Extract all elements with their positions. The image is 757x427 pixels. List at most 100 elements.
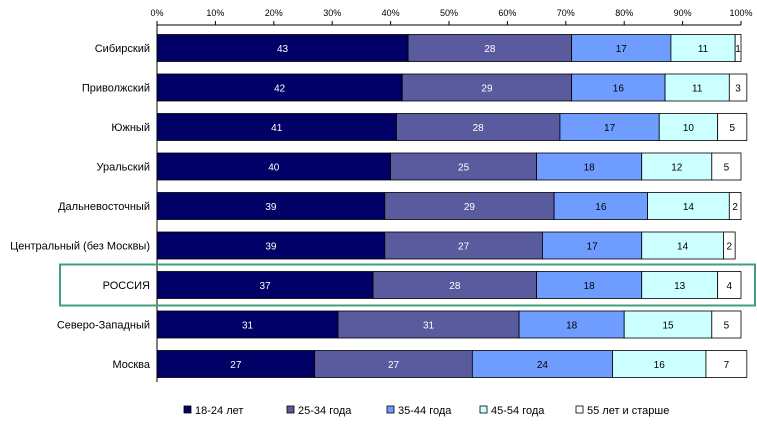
legend-label: 18-24 лет <box>195 405 243 417</box>
category-labels: Сибирский Приволжский Южный Уральский Дальне… <box>10 43 151 371</box>
bar-segment <box>705 350 748 378</box>
data-label: 10 <box>683 123 695 134</box>
bars: 4 3 28 17 11 14 2 29 16 1 1 3 41 28 17 10 5 40 2 5 18 12 5 39 29… <box>59 34 756 378</box>
bar-segment <box>156 152 392 181</box>
category-label: Уральский <box>97 162 150 174</box>
bar-segment <box>641 231 724 260</box>
bar-segment <box>314 350 473 378</box>
data-label: 14 <box>683 202 695 213</box>
x-tick-label: 90% <box>674 8 692 18</box>
category-label: Северо-Западный <box>57 320 150 332</box>
data-label: 1 <box>735 44 741 55</box>
bar-segment <box>717 271 742 299</box>
data-label: 5 <box>729 123 735 134</box>
bar-segment <box>647 192 730 220</box>
legend-swatch <box>479 405 488 414</box>
data-label: 15 <box>662 321 674 332</box>
x-tick-label: 30% <box>323 8 341 18</box>
data-label: 18 <box>566 321 578 332</box>
data-label: 17 <box>587 242 599 253</box>
data-label: 27 <box>230 360 242 371</box>
x-tick-label: 70% <box>557 8 575 18</box>
bar-segment <box>571 73 666 102</box>
category-label: Дальневосточный <box>58 201 150 213</box>
legend: 18-24 лет 25-34 года 35-44 года 45-54 года 5… <box>183 405 669 417</box>
bar-segment <box>518 310 625 339</box>
bar-segment <box>717 113 748 141</box>
data-label: 11 <box>692 84 703 95</box>
bar-segment <box>384 192 555 220</box>
legend-swatch <box>386 405 395 414</box>
bar-segment <box>471 350 613 378</box>
data-label: 40 <box>268 163 280 174</box>
bar-segment <box>612 350 707 378</box>
bar-segment <box>641 271 719 299</box>
bar-segment <box>542 231 643 260</box>
data-label: 29 <box>481 84 493 95</box>
legend-label: 35-44 года <box>398 405 452 417</box>
bar-segment <box>401 73 573 102</box>
bar-segment <box>384 231 543 260</box>
data-label: 28 <box>449 281 461 292</box>
data-label: 37 <box>259 281 271 292</box>
bar-segment <box>396 113 561 141</box>
data-label: 39 <box>265 242 277 253</box>
legend-swatch <box>286 405 295 414</box>
bar-segment <box>156 113 397 141</box>
x-tick-label: 10% <box>206 8 224 18</box>
data-label: 31 <box>242 321 254 332</box>
category-label: Центральный (без Москвы) <box>10 241 150 253</box>
data-label: 18 <box>584 163 596 174</box>
bar-segment <box>372 271 537 299</box>
data-label: 2 <box>727 242 733 253</box>
legend-label: 25-34 года <box>298 405 352 417</box>
legend-swatch <box>575 405 584 414</box>
x-tick-label: 0% <box>150 8 163 18</box>
bar-segment <box>536 152 643 181</box>
category-label: Приволжский <box>82 83 150 95</box>
legend-swatch <box>183 405 192 414</box>
data-label: 17 <box>616 44 628 55</box>
bar-segment <box>156 310 339 339</box>
data-label: 13 <box>674 281 686 292</box>
bar-segment <box>553 192 648 220</box>
data-label: 14 <box>677 242 689 253</box>
category-label: Сибирский <box>95 43 150 55</box>
data-label: 12 <box>671 163 683 174</box>
data-label: 2 <box>732 202 738 213</box>
x-tick-label: 100% <box>729 8 752 18</box>
x-tick-label: 20% <box>265 8 283 18</box>
category-label: РОССИЯ <box>103 280 150 292</box>
bar-segment <box>723 231 736 260</box>
data-label: 4 <box>727 281 733 292</box>
legend-label: 45-54 года <box>491 405 545 417</box>
data-label: 41 <box>271 123 283 134</box>
data-label: 5 <box>724 321 730 332</box>
data-label: 42 <box>274 84 286 95</box>
data-label: 7 <box>724 360 730 371</box>
category-label: Москва <box>112 359 150 371</box>
data-label: 24 <box>537 360 549 371</box>
data-label: 29 <box>464 202 476 213</box>
data-label: 28 <box>473 123 485 134</box>
bar-segment <box>728 192 742 220</box>
highlight-frame <box>59 263 756 307</box>
data-label: 39 <box>265 202 277 213</box>
bar-segment <box>734 34 742 62</box>
x-tick-label: 40% <box>382 8 400 18</box>
bar-segment <box>711 152 742 181</box>
bar-segment <box>337 310 520 339</box>
data-label: 3 <box>735 84 741 95</box>
data-label: 27 <box>388 360 400 371</box>
data-label: 16 <box>613 84 625 95</box>
bar-segment <box>711 310 742 339</box>
bar-segment <box>728 73 748 102</box>
bar-segment <box>641 152 713 181</box>
data-label: 5 <box>724 163 730 174</box>
bar-segment <box>156 231 386 260</box>
legend-label: 55 лет и старше <box>587 405 669 417</box>
x-tick-label: 80% <box>615 8 633 18</box>
data-label: 17 <box>604 123 616 134</box>
data-label: 16 <box>595 202 607 213</box>
